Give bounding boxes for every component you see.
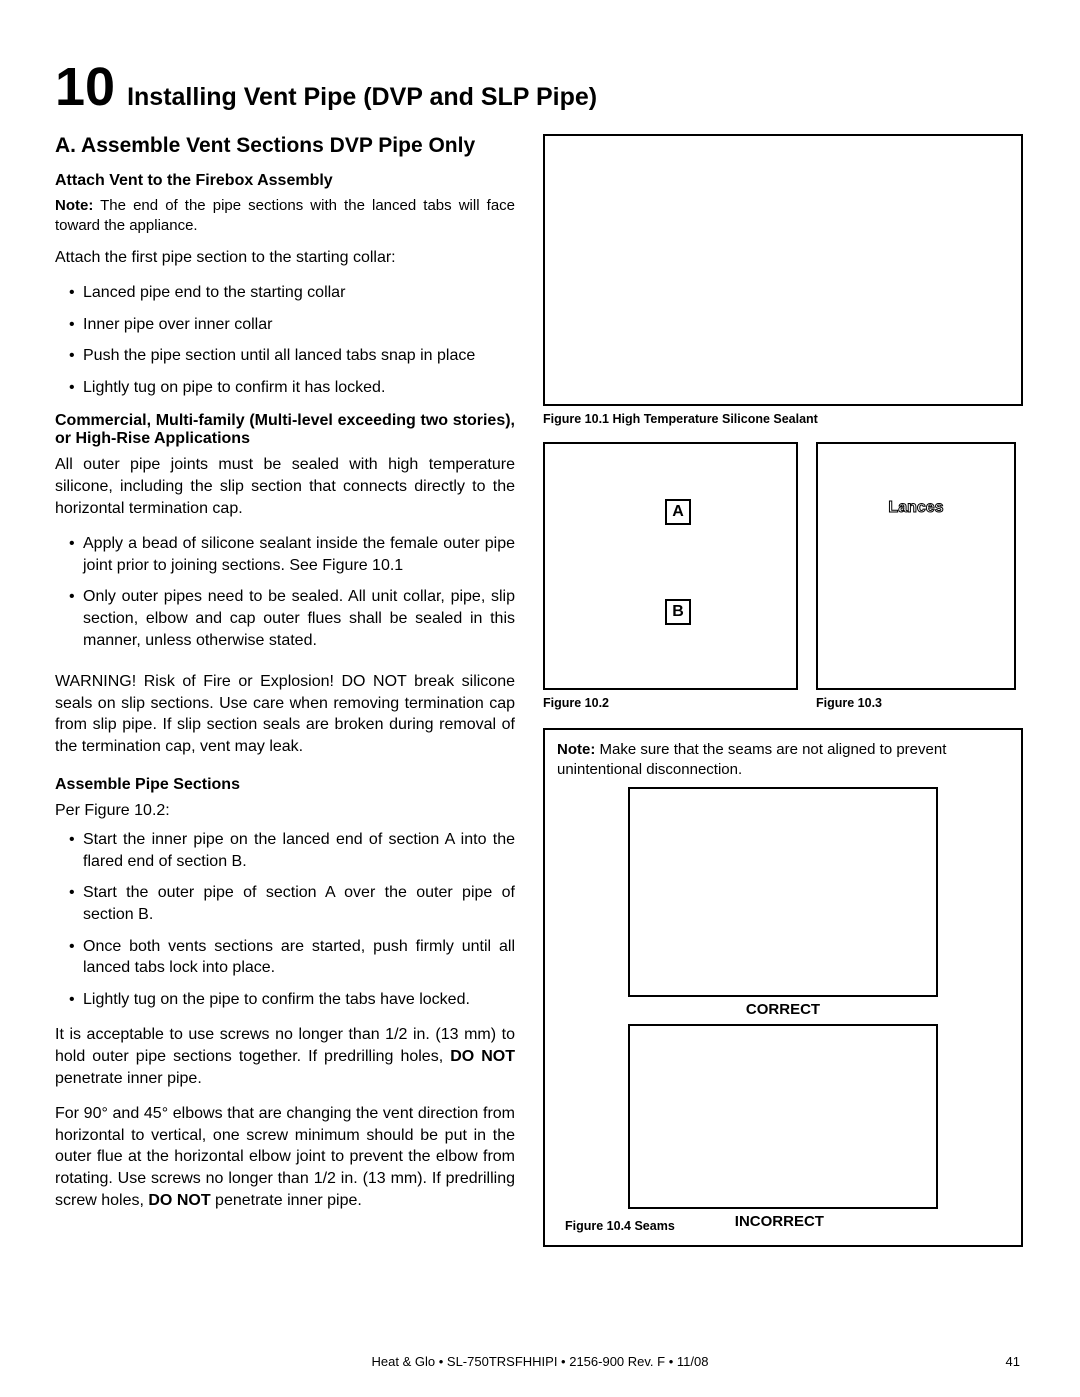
correct-seam-figure [628, 787, 938, 997]
assemble-pipe-heading: Assemble Pipe Sections [55, 776, 515, 794]
list-item: Lanced pipe end to the starting collar [69, 282, 515, 304]
screw-length-text: It is acceptable to use screws no longer… [55, 1024, 515, 1089]
incorrect-label: INCORRECT [735, 1213, 824, 1233]
section-number: 10 [55, 60, 115, 114]
figure-10-1-caption: Figure 10.1 High Temperature Silicone Se… [543, 412, 1023, 426]
sealing-steps-list: Apply a bead of silicone sealant inside … [55, 533, 515, 651]
p5-post: penetrate inner pipe. [211, 1192, 362, 1209]
list-item: Lightly tug on pipe to confirm it has lo… [69, 377, 515, 399]
figure-10-3: Lances [816, 442, 1016, 690]
section-header: 10 Installing Vent Pipe (DVP and SLP Pip… [55, 60, 1025, 114]
do-not-emphasis: DO NOT [148, 1192, 210, 1209]
note-body: Make sure that the seams are not aligned… [557, 741, 946, 778]
do-not-emphasis: DO NOT [450, 1048, 515, 1065]
per-figure-text: Per Figure 10.2: [55, 800, 515, 822]
list-item: Start the inner pipe on the lanced end o… [69, 829, 515, 872]
page-number: 41 [1006, 1354, 1020, 1369]
seams-note-box: Note: Make sure that the seams are not a… [543, 728, 1023, 1247]
incorrect-seam-figure [628, 1024, 938, 1209]
outer-pipe-joints-text: All outer pipe joints must be sealed wit… [55, 454, 515, 519]
seams-note-text: Note: Make sure that the seams are not a… [557, 740, 1009, 779]
warning-text: WARNING! Risk of Fire or Explosion! DO N… [55, 671, 515, 757]
figure-10-4-caption: Figure 10.4 Seams [565, 1219, 675, 1233]
figure-row-2-3: A B Figure 10.2 Lances Figure 10.3 [543, 442, 1023, 710]
section-title: Installing Vent Pipe (DVP and SLP Pipe) [127, 83, 597, 112]
figure-10-3-caption: Figure 10.3 [816, 696, 1016, 710]
figure-10-2: A B [543, 442, 798, 690]
list-item: Apply a bead of silicone sealant inside … [69, 533, 515, 576]
label-a-box: A [665, 499, 691, 525]
attach-vent-heading: Attach Vent to the Firebox Assembly [55, 172, 515, 190]
list-item: Inner pipe over inner collar [69, 314, 515, 336]
p4-post: penetrate inner pipe. [55, 1070, 202, 1087]
list-item: Once both vents sections are started, pu… [69, 936, 515, 979]
figure-10-2-caption: Figure 10.2 [543, 696, 798, 710]
page-footer: Heat & Glo • SL-750TRSFHHIPI • 2156-900 … [0, 1354, 1080, 1369]
list-item: Lightly tug on the pipe to confirm the t… [69, 989, 515, 1011]
note-lanced-tabs: Note: The end of the pipe sections with … [55, 196, 515, 237]
figure-10-2-wrap: A B Figure 10.2 [543, 442, 798, 710]
note-text: The end of the pipe sections with the la… [55, 197, 515, 234]
figure-10-1 [543, 134, 1023, 406]
left-column: A. Assemble Vent Sections DVP Pipe Only … [55, 134, 515, 1247]
attach-steps-list: Lanced pipe end to the starting collar I… [55, 282, 515, 398]
figure-10-4-caption-row: Figure 10.4 Seams INCORRECT [557, 1213, 1009, 1233]
figure-10-3-wrap: Lances Figure 10.3 [816, 442, 1016, 710]
label-b-box: B [665, 599, 691, 625]
content-columns: A. Assemble Vent Sections DVP Pipe Only … [55, 134, 1025, 1247]
lances-label: Lances [888, 499, 943, 517]
seams-figures: CORRECT [557, 787, 1009, 1209]
attach-first-pipe-text: Attach the first pipe section to the sta… [55, 247, 515, 269]
p4-pre: It is acceptable to use screws no longer… [55, 1026, 515, 1065]
list-item: Push the pipe section until all lanced t… [69, 345, 515, 367]
list-item: Start the outer pipe of section A over t… [69, 882, 515, 925]
correct-label: CORRECT [746, 1001, 820, 1018]
right-column: Figure 10.1 High Temperature Silicone Se… [543, 134, 1023, 1247]
assemble-steps-list: Start the inner pipe on the lanced end o… [55, 829, 515, 1010]
commercial-heading: Commercial, Multi-family (Multi-level ex… [55, 412, 515, 448]
note-label: Note: [55, 197, 93, 214]
note-label: Note: [557, 741, 595, 758]
subsection-a-heading: A. Assemble Vent Sections DVP Pipe Only [55, 134, 515, 158]
elbow-screw-text: For 90° and 45° elbows that are changing… [55, 1103, 515, 1211]
list-item: Only outer pipes need to be sealed. All … [69, 586, 515, 651]
